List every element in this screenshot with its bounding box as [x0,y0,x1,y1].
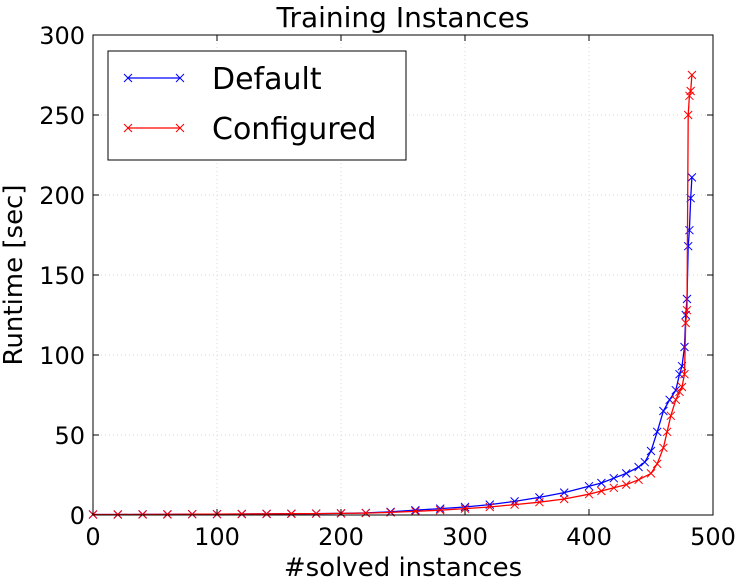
y-tick-label: 200 [39,182,85,210]
data-point [621,480,631,489]
data-point [634,462,643,472]
series-default [88,173,697,519]
data-point [411,505,420,515]
data-point [609,473,619,483]
y-tick-label: 300 [39,22,85,50]
data-point [675,387,684,397]
data-point [677,382,687,392]
data-point [262,509,271,519]
data-point [411,506,420,516]
legend: Default Configured [107,50,407,161]
x-tick-label: 100 [194,523,240,551]
data-point [646,446,656,456]
legend-box [107,50,407,161]
data-point [665,395,674,405]
data-point [510,500,519,509]
data-point [584,489,594,499]
legend-marker [175,123,185,133]
y-axis-title: Runtime [sec] [0,185,29,366]
x-tick-label: 300 [442,523,488,551]
data-point [287,509,296,519]
chart-title: Training Instances [275,1,529,34]
plot-series [88,70,697,519]
series-line [93,74,693,516]
data-point [687,173,697,182]
legend-item-default: Default [123,62,322,97]
data-point [559,488,569,497]
data-point [682,305,692,315]
series-configured [88,70,697,519]
legend-item-configured: Configured [123,112,376,147]
axis-ticks: 0 100 200 300 400 500 0 50 100 150 200 250 300 [39,22,736,551]
data-point [435,505,445,515]
data-point [138,510,147,519]
y-tick-label: 50 [54,422,85,450]
x-tick-label: 400 [566,523,612,551]
data-point [311,509,321,518]
y-tick-label: 250 [39,102,85,130]
data-point [609,483,619,493]
data-point [634,475,643,485]
data-point [237,509,247,519]
data-point [646,469,656,478]
data-point [680,369,689,379]
legend-marker [175,73,185,83]
y-tick-label: 100 [39,342,85,370]
data-point [685,225,694,235]
data-point [435,504,445,513]
y-tick-label: 0 [70,502,85,530]
x-tick-label: 200 [318,523,364,551]
data-point [683,110,693,120]
data-point [597,478,606,488]
data-point [640,457,650,467]
data-point [659,443,668,453]
series-line [93,177,693,516]
legend-label: Default [212,62,322,97]
data-point [680,342,689,352]
data-point [621,469,631,478]
legend-label: Configured [212,112,376,147]
data-point [597,486,606,496]
data-point [361,508,371,518]
legend-marker [123,73,133,83]
data-point [686,86,696,96]
data-point [460,504,470,513]
data-point [485,502,495,512]
x-axis-title: #solved instances [284,553,522,583]
data-point [460,502,470,512]
data-point [659,406,668,416]
data-point [666,411,676,421]
data-point [652,427,662,437]
data-point [559,494,569,504]
data-point [535,497,544,507]
data-point [681,318,691,328]
x-tick-label: 500 [690,523,736,551]
data-point [584,481,594,491]
y-tick-label: 150 [39,262,85,290]
data-point [683,241,693,251]
data-point [652,459,662,469]
data-point [662,427,672,437]
data-point [671,395,681,405]
data-point [163,510,172,519]
legend-marker [123,123,133,133]
data-point [187,509,197,519]
x-tick-label: 0 [85,523,100,551]
data-point [687,70,697,80]
